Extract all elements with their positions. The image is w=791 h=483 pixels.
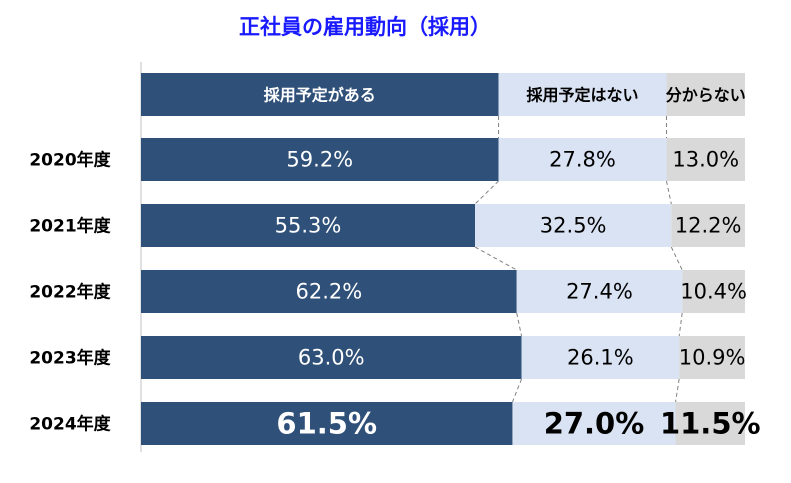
data-label: 12.2% xyxy=(675,214,742,238)
connector-line xyxy=(511,378,522,403)
data-label: 55.3% xyxy=(275,214,342,238)
data-label: 63.0% xyxy=(298,346,365,370)
legend-swatch xyxy=(498,73,667,116)
chart-title: 正社員の雇用動向（採用） xyxy=(239,15,491,39)
bar-segment xyxy=(141,138,499,181)
data-label: 27.0% xyxy=(544,407,645,441)
series-connector-lines xyxy=(474,116,683,403)
data-label: 10.4% xyxy=(680,280,747,304)
category-label: 2020年度 xyxy=(29,150,111,171)
category-label: 2024年度 xyxy=(29,414,111,435)
bar-segment xyxy=(141,270,517,313)
bar-segment xyxy=(141,336,522,379)
bar-row: 2023年度 63.0% 26.1% 10.9% xyxy=(29,336,745,379)
data-label: 61.5% xyxy=(276,407,377,441)
legend-label: 採用予定がある xyxy=(264,86,376,105)
bar-row: 2021年度 55.3% 32.5% 12.2% xyxy=(29,204,745,247)
bar-segment xyxy=(679,336,745,379)
bar-segment xyxy=(521,336,680,379)
bar-segment xyxy=(675,402,745,445)
bar-segment xyxy=(141,204,476,247)
data-label: 27.4% xyxy=(566,280,633,304)
data-label: 27.8% xyxy=(549,148,616,172)
bar-segment xyxy=(516,270,683,313)
connector-line xyxy=(675,378,680,403)
legend-swatch xyxy=(666,73,745,116)
data-label: 26.1% xyxy=(567,346,634,370)
connector-line xyxy=(665,180,672,205)
bar-row: 2020年度 59.2% 27.8% 13.0% xyxy=(29,138,745,181)
data-label: 13.0% xyxy=(672,148,739,172)
connector-line xyxy=(474,180,499,205)
bar-segment xyxy=(682,270,745,313)
data-label: 11.5% xyxy=(660,407,761,441)
data-label: 62.2% xyxy=(295,280,362,304)
category-label: 2022年度 xyxy=(29,282,111,303)
data-label: 10.9% xyxy=(679,346,746,370)
legend-label: 採用予定はない xyxy=(527,86,639,105)
bar-segment xyxy=(141,402,513,445)
category-label: 2023年度 xyxy=(29,348,111,369)
connector-line xyxy=(670,246,683,271)
bar-segment xyxy=(512,402,676,445)
bar-rows: 2020年度 59.2% 27.8% 13.0% 2021年度 55.3% 32.5% 12.… xyxy=(29,138,761,445)
bar-segment xyxy=(498,138,667,181)
connector-line xyxy=(474,246,517,271)
bar-row: 2022年度 62.2% 27.4% 10.4% xyxy=(29,270,747,313)
legend-label: 分からない xyxy=(666,86,746,105)
legend-swatch xyxy=(141,73,499,116)
bar-row: 2024年度 61.5% 27.0% 11.5% xyxy=(29,402,761,445)
bar-segment xyxy=(666,138,745,181)
connector-line xyxy=(516,312,523,337)
data-label: 59.2% xyxy=(286,148,353,172)
legend: 採用予定がある 採用予定はない 分からない xyxy=(141,73,746,116)
category-label: 2021年度 xyxy=(29,216,111,237)
bar-segment xyxy=(671,204,745,247)
data-label: 32.5% xyxy=(540,214,607,238)
connector-line xyxy=(678,312,683,337)
bar-segment xyxy=(475,204,672,247)
